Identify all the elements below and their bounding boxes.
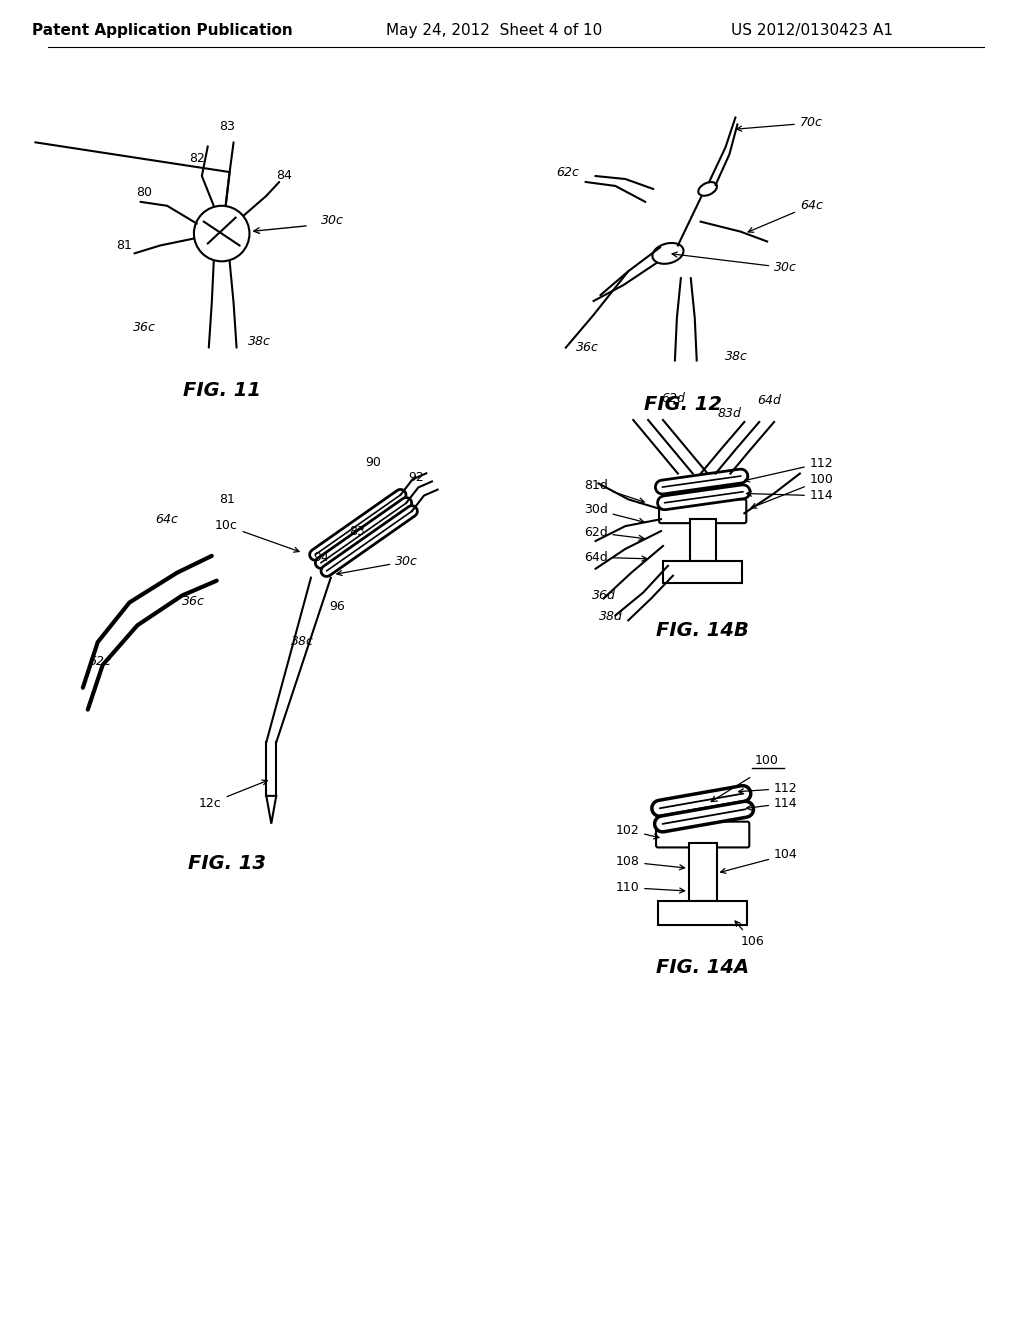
Text: 92: 92 — [409, 471, 424, 484]
Text: 38c: 38c — [248, 335, 270, 347]
Text: 62d: 62d — [662, 392, 685, 405]
Text: 83d: 83d — [718, 407, 741, 420]
Text: 38c: 38c — [291, 635, 314, 648]
Text: FIG. 12: FIG. 12 — [644, 395, 722, 413]
Text: 80: 80 — [136, 186, 153, 199]
Text: 114: 114 — [746, 490, 834, 503]
Text: 30c: 30c — [337, 554, 418, 576]
Text: FIG. 14A: FIG. 14A — [656, 958, 750, 977]
Text: 83: 83 — [348, 525, 365, 539]
Bar — [658, 902, 748, 925]
Text: 30c: 30c — [321, 214, 344, 227]
Text: 30c: 30c — [672, 252, 797, 275]
Text: 36c: 36c — [182, 595, 205, 609]
Text: FIG. 11: FIG. 11 — [182, 380, 261, 400]
Text: 38c: 38c — [725, 351, 748, 363]
Text: 112: 112 — [744, 457, 834, 482]
Bar — [689, 843, 717, 902]
Text: 64c: 64c — [749, 199, 822, 232]
Text: FIG. 14B: FIG. 14B — [656, 620, 750, 640]
Text: 64d: 64d — [757, 395, 781, 407]
Text: 12c: 12c — [199, 780, 267, 809]
Text: 102: 102 — [615, 824, 659, 838]
Text: 104: 104 — [721, 849, 798, 874]
FancyBboxPatch shape — [656, 821, 750, 847]
Text: 108: 108 — [615, 855, 685, 870]
Text: 110: 110 — [615, 880, 685, 894]
Text: 100: 100 — [755, 754, 778, 767]
Polygon shape — [266, 796, 276, 824]
Text: 64c: 64c — [156, 513, 178, 527]
Text: 81d: 81d — [584, 479, 644, 503]
Bar — [690, 519, 716, 561]
Text: 36c: 36c — [133, 321, 156, 334]
Text: 36c: 36c — [575, 341, 599, 354]
Text: 36d: 36d — [592, 589, 615, 602]
Text: 84: 84 — [276, 169, 292, 182]
Text: 81: 81 — [117, 239, 132, 252]
Text: 62c: 62c — [88, 655, 111, 668]
FancyBboxPatch shape — [659, 499, 746, 523]
Text: May 24, 2012  Sheet 4 of 10: May 24, 2012 Sheet 4 of 10 — [386, 22, 602, 38]
Text: 94: 94 — [313, 550, 329, 564]
Text: 81: 81 — [219, 494, 234, 507]
Text: US 2012/0130423 A1: US 2012/0130423 A1 — [731, 22, 893, 38]
Text: 10c: 10c — [215, 519, 299, 552]
Text: Patent Application Publication: Patent Application Publication — [32, 22, 293, 38]
Text: 62d: 62d — [584, 527, 644, 540]
Text: 62c: 62c — [556, 166, 579, 180]
Text: 96: 96 — [329, 601, 344, 614]
Text: 82: 82 — [189, 152, 205, 165]
Text: 30d: 30d — [584, 503, 644, 523]
Text: 106: 106 — [735, 921, 764, 948]
Text: 112: 112 — [738, 781, 798, 795]
Text: 38d: 38d — [599, 610, 623, 623]
Text: 83: 83 — [219, 120, 234, 133]
Text: 64d: 64d — [584, 550, 647, 564]
Bar — [663, 561, 742, 582]
Text: 90: 90 — [366, 455, 381, 469]
Text: 114: 114 — [746, 797, 798, 810]
Text: 70c: 70c — [736, 116, 822, 131]
Text: 100: 100 — [752, 474, 834, 508]
Text: FIG. 13: FIG. 13 — [187, 854, 265, 873]
